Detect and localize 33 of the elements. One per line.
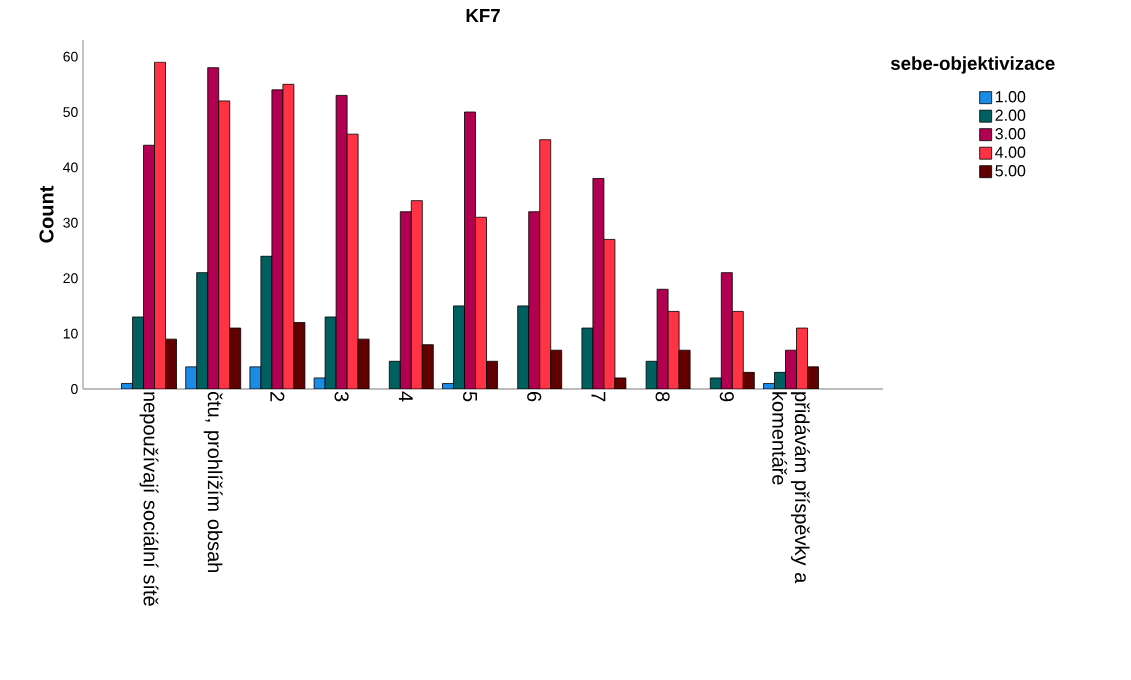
legend-label: 5.00 xyxy=(995,165,1026,177)
bar xyxy=(464,111,476,389)
x-tick-label: 7 xyxy=(591,392,606,402)
legend-label: 4.00 xyxy=(995,146,1026,158)
x-tick-label: čtu, prohlížím obsah xyxy=(203,391,223,573)
y-axis-title: Count xyxy=(39,185,54,243)
legend-label: 2.00 xyxy=(995,109,1026,121)
bar xyxy=(143,144,155,389)
chart-title: KF7 xyxy=(466,9,500,22)
bar xyxy=(528,211,541,389)
x-tick-label: 6 xyxy=(527,392,542,402)
y-tick-label: 20 xyxy=(63,273,78,284)
legend-title: sebe-objektivizace xyxy=(890,56,1055,74)
y-tick-label: 10 xyxy=(63,328,78,339)
x-tick-label: 9 xyxy=(719,391,734,402)
legend-label: 3.00 xyxy=(995,128,1026,140)
bar xyxy=(720,272,733,389)
bar xyxy=(196,272,209,389)
x-tick-label: přidávám příspěvky a komentáře xyxy=(772,392,810,584)
x-tick-label: 3 xyxy=(334,391,349,402)
y-tick-label: 30 xyxy=(63,217,78,228)
x-tick-label: 8 xyxy=(655,391,670,402)
bar xyxy=(399,211,412,389)
legend-label: 1.00 xyxy=(995,91,1026,103)
bar xyxy=(207,67,220,389)
x-tick-label: 5 xyxy=(463,391,477,402)
y-tick-label: 50 xyxy=(63,107,78,117)
x-tick-label: 4 xyxy=(398,391,413,402)
x-tick-label: 2 xyxy=(270,392,285,402)
y-tick-label: 40 xyxy=(63,162,78,173)
y-tick-label: 0 xyxy=(71,384,78,394)
x-tick-label: nepoužívají sociální sítě xyxy=(139,392,159,606)
y-tick-label: 60 xyxy=(63,51,78,62)
